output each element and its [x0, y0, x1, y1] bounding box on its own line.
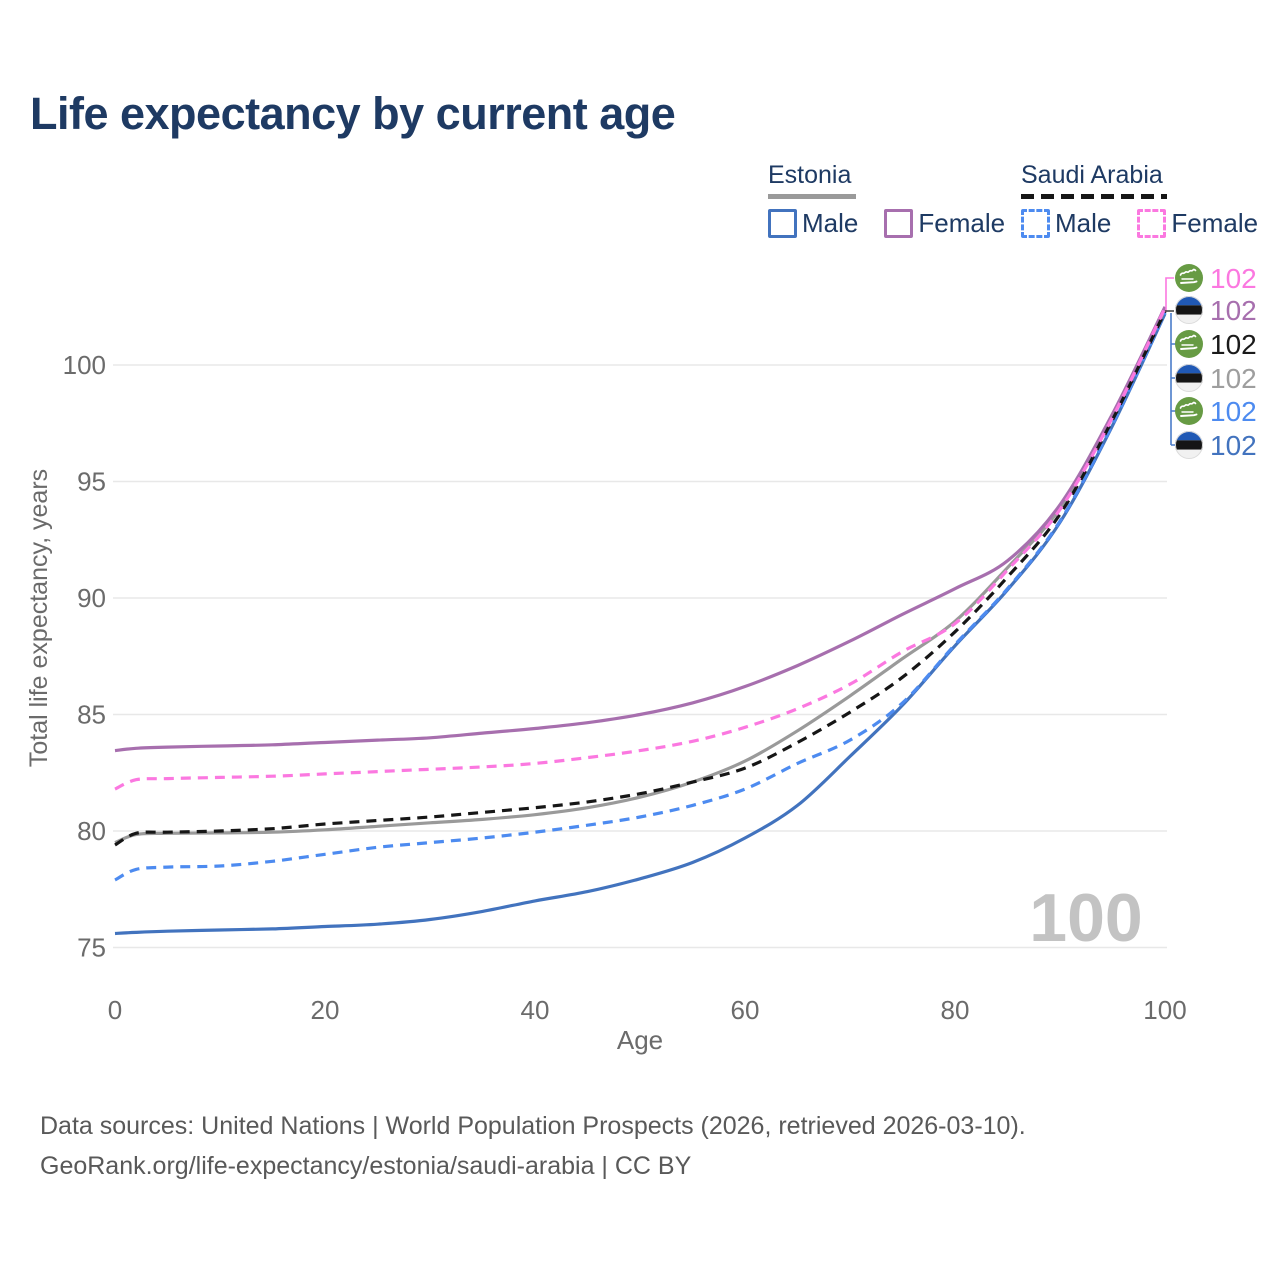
end-label-row-saudi-arabia-female: 102 [1175, 263, 1257, 294]
age-counter-watermark: 100 [1029, 880, 1142, 956]
saudi-female-label: Female [1171, 208, 1259, 238]
series-line-estonia-total [114, 308, 1167, 845]
saudi-female-swatch-icon [1137, 209, 1167, 238]
estonia-female-label: Female [918, 208, 1006, 238]
estonia-female-swatch-icon [884, 209, 914, 238]
end-label-value: 102 [1210, 396, 1257, 427]
page-title: Life expectancy by current age [30, 88, 676, 139]
end-label-row-saudi-arabia-total: 102 [1175, 329, 1257, 360]
end-label-connector-top [1165, 277, 1174, 312]
x-axis-title: Age [617, 1025, 663, 1055]
series-line-estonia-female [114, 306, 1167, 753]
x-tick-label-40: 40 [521, 995, 550, 1025]
series-line-saudi-arabia-total [114, 310, 1167, 847]
saudi-arabia-flag-icon [1175, 330, 1203, 358]
estonia-flag-icon [1175, 431, 1203, 459]
end-label-row-saudi-arabia-male: 102 [1175, 396, 1257, 427]
estonia-flag-icon [1175, 364, 1203, 392]
estonia-line-style-sample [768, 194, 856, 199]
y-axis-title: Total life expectancy, years [25, 469, 53, 767]
legend-group-estonia: Estonia Male Female [768, 161, 1005, 239]
end-label-value: 102 [1210, 263, 1257, 294]
legend-item-estonia-male[interactable]: Male [768, 208, 858, 239]
saudi-arabia-flag-icon [1175, 264, 1203, 292]
y-tick-label-100: 100 [63, 350, 106, 380]
end-label-value: 102 [1210, 295, 1257, 326]
y-tick-label-85: 85 [77, 700, 106, 730]
end-label-connector-bottom [1170, 313, 1177, 446]
saudi-male-swatch-icon [1021, 209, 1050, 238]
x-tick-label-20: 20 [311, 995, 340, 1025]
series-line-saudi-arabia-male [114, 311, 1167, 882]
saudi-arabia-flag-icon [1175, 397, 1203, 425]
estonia-flag-icon [1175, 296, 1203, 324]
saudi-line-style-sample [1021, 194, 1167, 199]
legend-item-saudi-female[interactable]: Female [1137, 208, 1258, 239]
y-tick-label-75: 75 [77, 933, 106, 963]
legend-estonia-title: Estonia [768, 161, 852, 189]
footer: Data sources: United Nations | World Pop… [40, 1106, 1026, 1186]
data-sources-text: Data sources: United Nations | World Pop… [40, 1112, 1026, 1140]
estonia-male-label: Male [802, 208, 859, 238]
estonia-male-swatch-icon [768, 209, 797, 238]
legend-saudi-title: Saudi Arabia [1021, 161, 1163, 189]
attribution-link-text: GeoRank.org/life-expectancy/estonia/saud… [40, 1152, 692, 1180]
saudi-male-label: Male [1055, 208, 1112, 238]
end-label-value: 102 [1210, 363, 1257, 394]
x-tick-label-0: 0 [108, 995, 122, 1025]
y-tick-label-95: 95 [77, 467, 106, 497]
end-label-row-estonia-male: 102 [1175, 430, 1257, 461]
legend-item-saudi-male[interactable]: Male [1021, 208, 1111, 239]
series-line-saudi-arabia-female [114, 307, 1167, 791]
x-tick-label-60: 60 [731, 995, 760, 1025]
legend-group-saudi-arabia: Saudi Arabia Male Female [1021, 161, 1258, 239]
end-label-value: 102 [1210, 329, 1257, 360]
y-tick-label-90: 90 [77, 583, 106, 613]
end-label-row-estonia-total: 102 [1175, 363, 1257, 394]
end-label-row-estonia-female: 102 [1175, 295, 1257, 326]
x-tick-label-100: 100 [1143, 995, 1186, 1025]
end-label-value: 102 [1210, 430, 1257, 461]
legend-item-estonia-female[interactable]: Female [884, 208, 1005, 239]
series-line-estonia-male [114, 313, 1167, 936]
x-tick-label-80: 80 [941, 995, 970, 1025]
y-tick-label-80: 80 [77, 816, 106, 846]
